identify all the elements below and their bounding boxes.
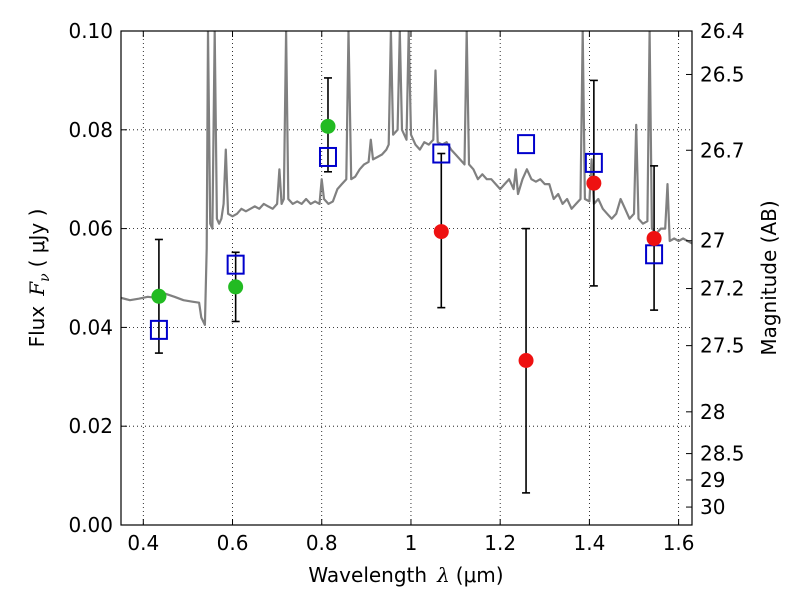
observed-point-green	[320, 118, 336, 134]
model-square	[149, 319, 168, 340]
mag-tick-label: 28.5	[700, 442, 745, 466]
model-square	[226, 254, 245, 275]
y-tick-label: 0.10	[68, 19, 113, 43]
x-tick-label: 0.6	[217, 531, 249, 555]
plot-frame	[120, 30, 693, 526]
right-axis-label: Magnitude (AB)	[757, 200, 781, 355]
observed-point-red	[433, 224, 449, 240]
mag-tick-label: 28	[700, 400, 725, 424]
x-axis-label: Wavelength λ (μm)	[308, 563, 503, 587]
mag-tick-label: 27	[700, 229, 725, 253]
data-points	[149, 118, 664, 368]
observed-point-red	[646, 230, 662, 246]
mag-tick-label: 29	[700, 468, 725, 492]
mag-tick-label: 27.5	[700, 334, 745, 358]
y-tick-label: 0.08	[68, 118, 113, 142]
y-axis-label: FluxFν( μJy )	[25, 209, 53, 348]
mag-tick-label: 30	[700, 495, 725, 519]
y-tick-label: 0.04	[68, 315, 113, 339]
x-tick-label: 1.4	[573, 531, 605, 555]
model-square	[318, 146, 337, 167]
mag-tick-label: 26.5	[700, 62, 745, 86]
mag-tick-label: 26.4	[700, 19, 745, 43]
axis-ticks: 0.4 0.6 0.8 1 1.2 1.4 1.6 0.00 0.02 0.04 0.06 0.08 0…	[68, 19, 744, 555]
y-tick-label: 0.00	[68, 513, 113, 537]
x-tick-label: 1.2	[484, 531, 516, 555]
observed-point-red	[586, 175, 602, 191]
y-tick-label: 0.02	[68, 414, 113, 438]
y-tick-label: 0.06	[68, 217, 113, 241]
x-tick-label: 0.8	[306, 531, 338, 555]
model-square	[584, 152, 603, 173]
x-tick-label: 0.4	[127, 531, 159, 555]
spectrum-layer	[121, 31, 692, 326]
observed-point-green	[228, 279, 244, 295]
model-square	[517, 134, 536, 155]
observed-point-red	[518, 352, 534, 368]
mag-tick-label: 27.2	[700, 277, 745, 301]
spectrum-line	[121, 31, 692, 326]
x-tick-label: 1.6	[663, 531, 695, 555]
x-tick-label: 1	[405, 531, 418, 555]
observed-point-green	[151, 288, 167, 304]
mag-tick-label: 26.7	[700, 138, 745, 162]
model-square	[432, 143, 451, 164]
